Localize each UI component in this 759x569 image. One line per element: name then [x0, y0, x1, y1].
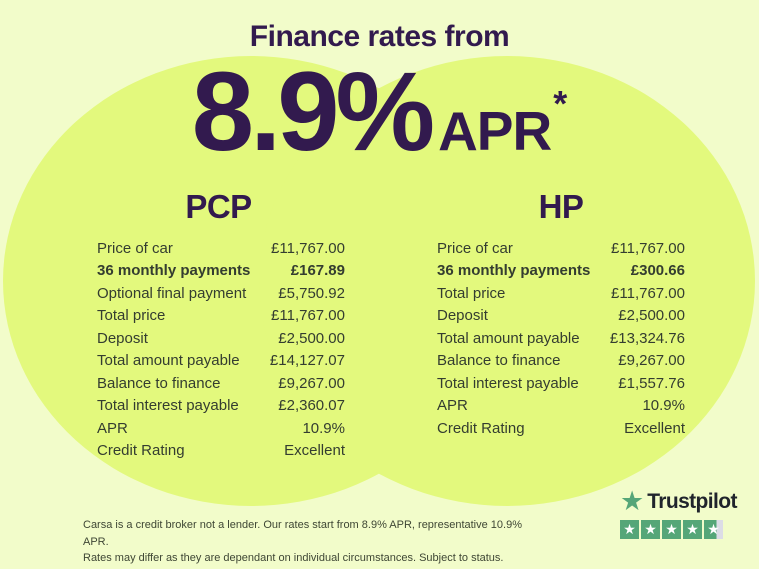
apr-label: APR [438, 100, 552, 162]
row-label: Deposit [97, 329, 148, 347]
table-row: Optional final payment £5,750.92 [97, 282, 345, 305]
row-value: £11,767.00 [271, 307, 345, 325]
row-label: Price of car [437, 239, 513, 257]
pcp-column-title: PCP [185, 188, 252, 225]
trustpilot-star-icon: ★ [620, 486, 645, 516]
table-row: Balance to finance £9,267.00 [97, 372, 345, 395]
trustpilot-logo: ★ Trustpilot [620, 488, 750, 515]
table-row: Credit Rating Excellent [97, 440, 345, 463]
rating-star-full: ★ [662, 520, 681, 539]
star-icon: ★ [644, 521, 657, 537]
row-label: 36 monthly payments [437, 262, 591, 280]
row-value: Excellent [284, 442, 345, 460]
table-row: Total interest payable £1,557.76 [437, 372, 685, 395]
disclaimer-line-1: Carsa is a credit broker not a lender. O… [83, 519, 522, 548]
table-row: Deposit £2,500.00 [437, 305, 685, 328]
row-value: 10.9% [302, 419, 345, 437]
row-label: Deposit [437, 307, 488, 325]
rating-star-full: ★ [641, 520, 660, 539]
hp-finance-table: Price of car £11,767.00 36 monthly payment… [437, 237, 685, 440]
rate-value: 8.9% [191, 49, 435, 174]
table-row: Total price £11,767.00 [437, 282, 685, 305]
pcp-finance-table: Price of car £11,767.00 36 monthly payment… [97, 237, 345, 462]
star-icon: ★ [665, 521, 678, 537]
finance-rates-title: Finance rates from [249, 20, 510, 53]
table-row: Deposit £2,500.00 [97, 327, 345, 350]
table-row: Total interest payable £2,360.07 [97, 395, 345, 418]
row-label: Balance to finance [437, 352, 561, 370]
table-row: Price of car £11,767.00 [437, 237, 685, 260]
star-icon: ★ [686, 521, 699, 537]
legal-disclaimer: Carsa is a credit broker not a lender. O… [83, 517, 523, 567]
row-value: £5,750.92 [278, 284, 345, 302]
row-label: Total price [97, 307, 166, 325]
row-value: £11,767.00 [611, 239, 685, 257]
rating-star-half: ★ [704, 520, 723, 539]
row-label: Credit Rating [97, 442, 185, 460]
row-value: £14,127.07 [269, 352, 345, 370]
row-label: Total amount payable [437, 329, 580, 347]
table-row: 36 monthly payments £300.66 [437, 260, 685, 283]
row-value: £300.66 [630, 262, 685, 280]
disclaimer-line-2: Rates may differ as they are dependant o… [83, 552, 504, 564]
row-value: £11,767.00 [611, 284, 685, 302]
row-value: £9,267.00 [618, 352, 685, 370]
row-value: Excellent [624, 419, 685, 437]
row-label: APR [437, 397, 468, 415]
row-label: Optional final payment [97, 284, 247, 302]
table-row: APR 10.9% [437, 395, 685, 418]
row-value: £1,557.76 [618, 374, 685, 392]
table-row: Total amount payable £13,324.76 [437, 327, 685, 350]
table-row: APR 10.9% [97, 417, 345, 440]
table-row: Total price £11,767.00 [97, 305, 345, 328]
star-icon: ★ [707, 521, 720, 537]
row-value: £13,324.76 [609, 329, 685, 347]
row-value: £2,360.07 [278, 397, 345, 415]
apr-rate-lockup: 8.9% APR * [0, 56, 759, 168]
star-icon: ★ [623, 521, 636, 537]
background-blob-right [259, 56, 755, 506]
row-label: Total price [437, 284, 506, 302]
table-row: Total amount payable £14,127.07 [97, 350, 345, 373]
trustpilot-wordmark: Trustpilot [647, 489, 737, 513]
row-label: Balance to finance [97, 374, 221, 392]
row-label: Total amount payable [97, 352, 240, 370]
row-value: £2,500.00 [278, 329, 345, 347]
table-row: Credit Rating Excellent [437, 417, 685, 440]
row-label: 36 monthly payments [97, 262, 251, 280]
row-label: Credit Rating [437, 419, 525, 437]
row-label: APR [97, 419, 128, 437]
row-value: £11,767.00 [271, 239, 345, 257]
asterisk-footnote-marker: * [553, 83, 568, 124]
row-label: Total interest payable [97, 397, 239, 415]
rating-star-full: ★ [620, 520, 639, 539]
row-label: Total interest payable [437, 374, 579, 392]
row-label: Price of car [97, 239, 173, 257]
rating-star-full: ★ [683, 520, 702, 539]
trustpilot-rating-stars: ★ ★ ★ ★ ★ [620, 520, 750, 539]
table-row: Price of car £11,767.00 [97, 237, 345, 260]
table-row: Balance to finance £9,267.00 [437, 350, 685, 373]
row-value: £167.89 [290, 262, 345, 280]
row-value: 10.9% [642, 397, 685, 415]
table-row: 36 monthly payments £167.89 [97, 260, 345, 283]
hp-column-title: HP [538, 188, 584, 225]
trustpilot-badge[interactable]: ★ Trustpilot ★ ★ ★ ★ ★ [620, 488, 750, 539]
row-value: £2,500.00 [618, 307, 685, 325]
row-value: £9,267.00 [278, 374, 345, 392]
